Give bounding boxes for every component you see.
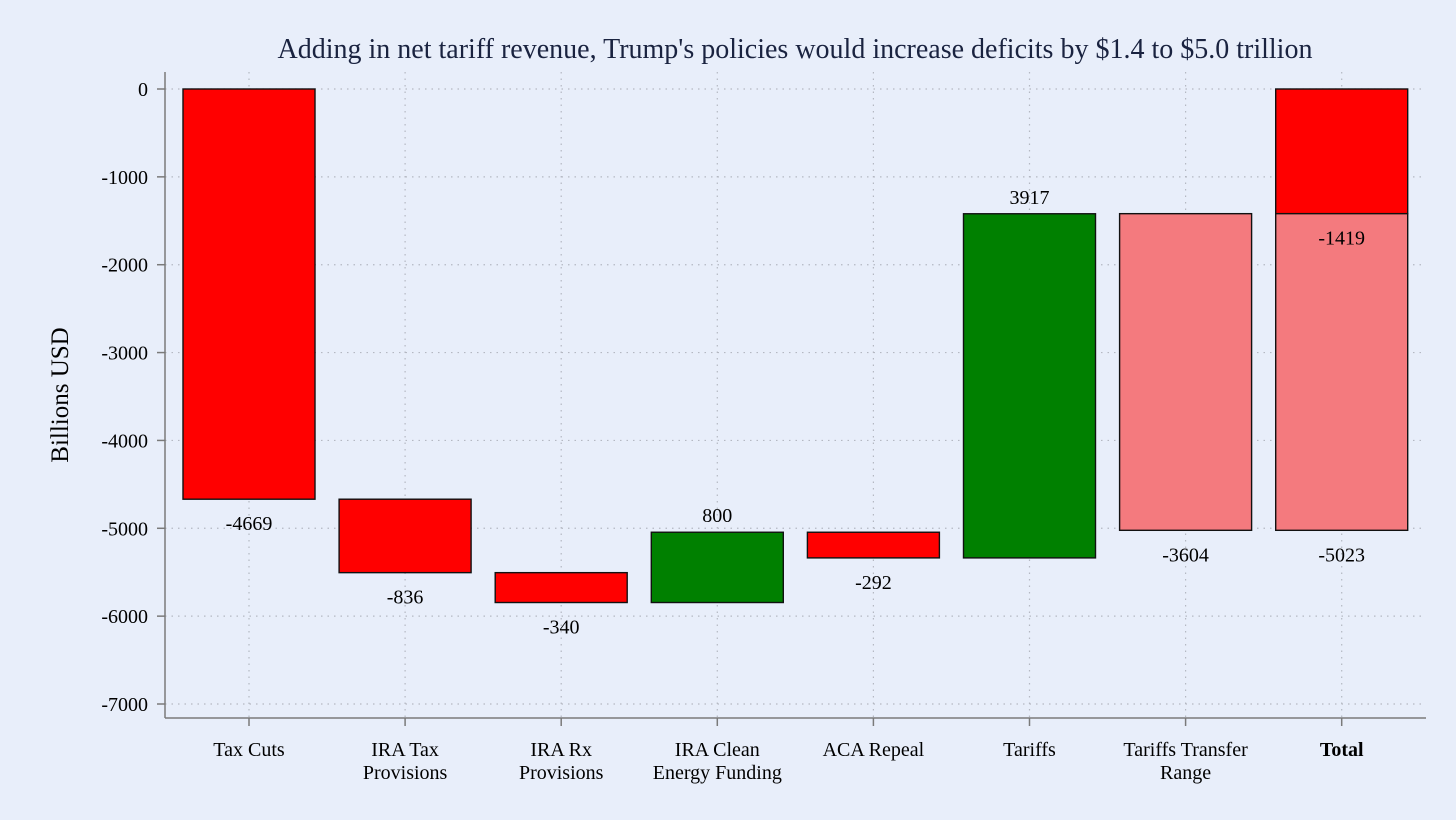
y-axis-label: Billions USD <box>47 327 74 462</box>
x-tick-label: Provisions <box>519 762 604 784</box>
bar <box>1274 88 1409 215</box>
chart-title: Adding in net tariff revenue, Trump's po… <box>278 34 1313 65</box>
y-tick-label: -1000 <box>101 167 148 189</box>
bars <box>182 88 1409 604</box>
bar <box>806 531 941 559</box>
data-label: 800 <box>702 505 732 527</box>
gridlines <box>165 72 1426 718</box>
bar <box>962 213 1097 559</box>
x-tick-label: ACA Repeal <box>823 739 925 761</box>
y-tick-label: -4000 <box>101 430 148 452</box>
data-label: -836 <box>387 587 424 609</box>
y-tick-label: 0 <box>138 79 148 101</box>
bar <box>1118 212 1253 532</box>
axes: 0 -1000 -2000 -3000 -4000 -5000 -6000 -7000 Tax … <box>101 72 1426 784</box>
bar <box>182 88 316 500</box>
x-tick-label: IRA Clean <box>675 739 760 761</box>
data-label: -3604 <box>1162 544 1209 566</box>
x-tick-label: Range <box>1160 762 1211 784</box>
bar <box>650 531 784 604</box>
y-tick-label: -6000 <box>101 606 148 628</box>
data-label: -4669 <box>226 513 273 535</box>
y-tick-label: -7000 <box>101 694 148 716</box>
y-tick-label: -3000 <box>101 343 148 365</box>
data-label: -340 <box>543 617 580 639</box>
x-tick-label: Provisions <box>363 762 448 784</box>
x-tick-label: IRA Tax <box>371 739 439 761</box>
data-labels: -4669 -836 -340 800 -292 3917 -3604 -1419 -5023 <box>226 187 1365 639</box>
bar <box>338 498 472 574</box>
bar <box>494 571 628 604</box>
data-label: 3917 <box>1010 187 1050 209</box>
bar <box>1274 212 1409 532</box>
x-tick-label: Tax Cuts <box>213 739 285 761</box>
y-tick-label: -2000 <box>101 255 148 277</box>
x-tick-label: Tariffs <box>1003 739 1056 761</box>
y-tick-label: -5000 <box>101 518 148 540</box>
data-label: -1419 <box>1318 228 1365 250</box>
x-tick-label: Energy Funding <box>653 762 782 784</box>
x-tick-label: IRA Rx <box>530 739 592 761</box>
x-tick-label: Total <box>1320 739 1364 761</box>
x-tick-label: Tariffs Transfer <box>1123 739 1248 761</box>
data-label: -5023 <box>1318 544 1365 566</box>
data-label: -292 <box>855 572 892 594</box>
